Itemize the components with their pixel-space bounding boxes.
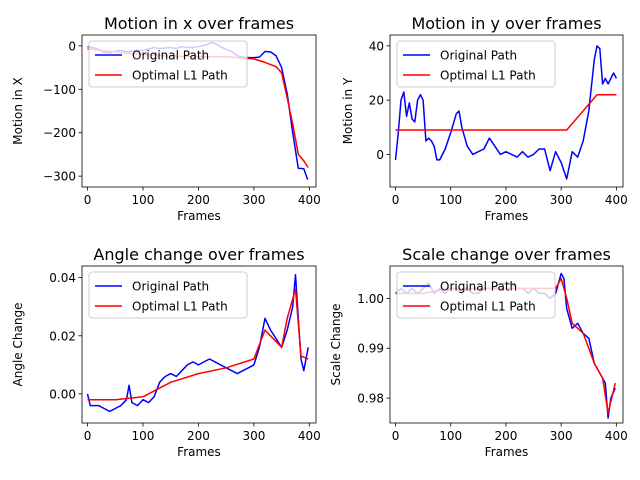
y-tick-label: 0 [376, 148, 384, 162]
x-tick-label: 200 [187, 429, 210, 443]
x-tick-label: 400 [298, 429, 321, 443]
y-tick-label: −200 [43, 126, 76, 140]
x-tick-label: 400 [605, 193, 628, 207]
subplot-title: Motion in x over frames [104, 14, 294, 33]
legend-label: Original Path [440, 280, 517, 294]
y-tick-label: 20 [369, 94, 384, 108]
y-tick-label: 40 [369, 39, 384, 53]
y-tick-label: 0.02 [49, 329, 76, 343]
axes-frame [389, 34, 624, 188]
x-tick-label: 0 [392, 193, 400, 207]
legend-label: Optimal L1 Path [132, 300, 228, 314]
x-tick-label: 200 [494, 429, 517, 443]
y-axis-label: Motion in X [11, 77, 25, 144]
x-tick-label: 100 [132, 193, 155, 207]
x-tick-label: 0 [84, 429, 92, 443]
axes-frame [81, 34, 317, 188]
legend-label: Optimal L1 Path [132, 69, 228, 83]
x-tick-label: 200 [494, 193, 517, 207]
x-axis-label: Frames [177, 209, 221, 223]
x-tick-label: 0 [392, 429, 400, 443]
x-tick-label: 300 [242, 193, 265, 207]
legend-box [396, 40, 556, 88]
x-tick-label: 300 [550, 193, 573, 207]
legend-box [88, 271, 248, 319]
x-tick-label: 100 [439, 429, 462, 443]
subplot-title: Scale change over frames [402, 245, 611, 264]
y-tick-label: 1.00 [357, 292, 384, 306]
x-axis-label: Frames [177, 445, 221, 459]
x-tick-label: 400 [298, 193, 321, 207]
y-tick-label: 0.00 [49, 387, 76, 401]
legend-box [88, 40, 248, 88]
legend-label: Original Path [440, 49, 517, 63]
axes-frame [81, 265, 317, 424]
y-tick-label: 0.04 [49, 271, 76, 285]
legend-label: Optimal L1 Path [440, 69, 536, 83]
y-axis-label: Scale Change [329, 303, 343, 385]
y-tick-label: −300 [43, 170, 76, 184]
subplot-1: Motion in x over frames 0 100 200 300 400 0 −10… [11, 14, 321, 223]
legend-label: Original Path [132, 49, 209, 63]
axes-frame [389, 265, 624, 424]
x-tick-label: 100 [439, 193, 462, 207]
y-tick-label: 0.99 [357, 342, 384, 356]
x-tick-label: 300 [550, 429, 573, 443]
y-tick-label: −100 [43, 83, 76, 97]
y-tick-label: 0 [68, 39, 76, 53]
legend-box [396, 271, 556, 319]
subplot-4: Scale change over frames 0 100 200 300 400 1.0… [329, 245, 628, 459]
x-tick-label: 100 [132, 429, 155, 443]
x-tick-label: 300 [242, 429, 265, 443]
y-axis-label: Angle Change [11, 303, 25, 387]
legend-label: Optimal L1 Path [440, 300, 536, 314]
series-line-optimal-l1-path [395, 93, 617, 131]
y-tick-label: 0.98 [357, 392, 384, 406]
subplot-title: Motion in y over frames [411, 14, 601, 33]
x-tick-label: 0 [84, 193, 92, 207]
x-axis-label: Frames [485, 445, 529, 459]
y-axis-label: Motion in Y [341, 77, 355, 144]
legend-label: Original Path [132, 280, 209, 294]
series-line-optimal-l1-path [87, 288, 309, 401]
subplot-2: Motion in y over frames 0 100 200 300 400 0 20 4… [341, 14, 628, 223]
subplot-title: Angle change over frames [93, 245, 304, 264]
subplot-3: Angle change over frames 0 100 200 300 400 0.0… [11, 245, 321, 459]
x-axis-label: Frames [485, 209, 529, 223]
x-tick-label: 400 [605, 429, 628, 443]
x-tick-label: 200 [187, 193, 210, 207]
